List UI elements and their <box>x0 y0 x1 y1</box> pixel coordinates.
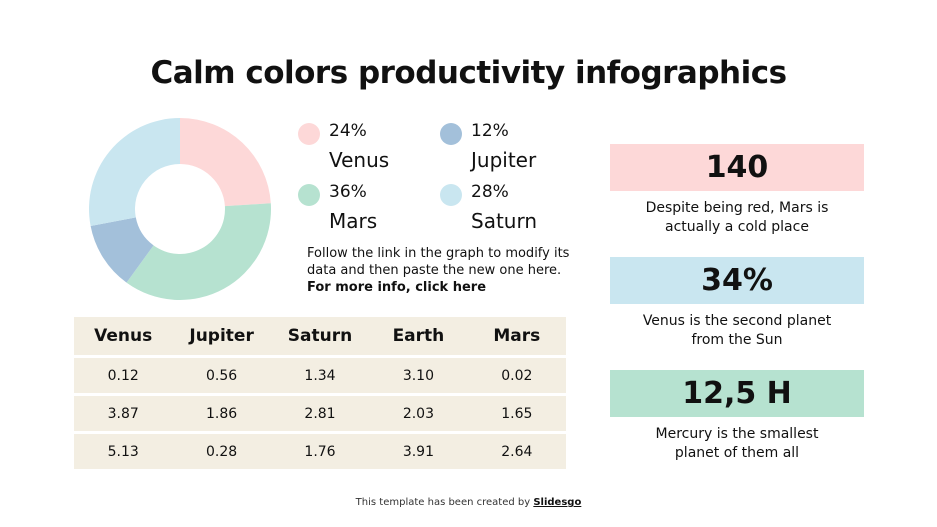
stat-value: 12,5 H <box>610 370 864 417</box>
table-cell: 0.12 <box>107 367 139 384</box>
stat-description: Venus is the second planet from the Sun <box>642 313 832 348</box>
table-cell: 3.10 <box>402 367 434 384</box>
more-info-link[interactable]: For more info, click here <box>307 280 487 295</box>
stat-card-venus: 34% Venus is the second planet from the S… <box>610 257 864 350</box>
legend-label: Jupiter <box>471 148 537 172</box>
table-row: 5.13 0.28 1.76 3.91 2.64 <box>74 434 566 469</box>
table-cell: 1.86 <box>206 405 238 422</box>
table-cell: 1.34 <box>304 367 336 384</box>
table-cell: 2.64 <box>501 443 533 460</box>
footer-credit: This template has been created by Slides… <box>355 497 582 508</box>
table-row: 3.87 1.86 2.81 2.03 1.65 <box>74 396 566 431</box>
stat-value: 140 <box>610 144 864 191</box>
table-cell: 0.02 <box>501 367 533 384</box>
donut-slice-mars[interactable] <box>126 203 272 300</box>
data-table: Venus Jupiter Saturn Earth Mars 0.12 0.5… <box>74 317 566 472</box>
legend-percent: 36% <box>329 182 367 202</box>
legend-percent: 24% <box>329 121 367 141</box>
legend-swatch-icon <box>440 123 462 145</box>
column-header: Mars <box>493 326 541 346</box>
table-cell: 0.28 <box>206 443 238 460</box>
page-title: Calm colors productivity infographics <box>150 55 787 91</box>
column-header: Jupiter <box>189 326 254 346</box>
column-header: Saturn <box>287 326 353 346</box>
table-cell: 1.76 <box>304 443 336 460</box>
donut-slice-venus[interactable] <box>180 118 271 207</box>
legend-swatch-icon <box>298 184 320 206</box>
legend-percent: 28% <box>471 182 509 202</box>
stat-description: Mercury is the smallest planet of them al… <box>655 426 819 461</box>
column-header: Earth <box>392 326 445 346</box>
stat-value: 34% <box>610 257 864 304</box>
table-cell: 2.81 <box>304 405 336 422</box>
table-row: 0.12 0.56 1.34 3.10 0.02 <box>74 358 566 393</box>
table-cell: 2.03 <box>402 405 434 422</box>
table-header-row: Venus Jupiter Saturn Earth Mars <box>74 317 566 355</box>
legend-percent: 12% <box>471 121 509 141</box>
legend-swatch-icon <box>440 184 462 206</box>
legend-label: Mars <box>329 209 378 233</box>
legend-label: Saturn <box>471 209 538 233</box>
column-header: Venus <box>94 326 153 346</box>
table-cell: 0.56 <box>206 367 238 384</box>
donut-chart[interactable] <box>88 117 272 301</box>
donut-slice-saturn[interactable] <box>88 118 180 227</box>
chart-note: Follow the link in the graph to modify i… <box>307 245 572 296</box>
note-text: Follow the link in the graph to modify i… <box>307 246 570 278</box>
table-cell: 1.65 <box>501 405 533 422</box>
stat-card-mercury: 12,5 H Mercury is the smallest planet of … <box>610 370 864 463</box>
slidesgo-link[interactable]: Slidesgo <box>533 497 582 508</box>
stat-card-mars: 140 Despite being red, Mars is actually a… <box>610 144 864 237</box>
table-cell: 3.87 <box>107 405 139 422</box>
table-cell: 3.91 <box>402 443 434 460</box>
stat-description: Despite being red, Mars is actually a col… <box>645 200 829 235</box>
table-cell: 5.13 <box>107 443 139 460</box>
legend-label: Venus <box>329 148 390 172</box>
donut-slice-jupiter[interactable] <box>90 217 154 283</box>
legend-swatch-icon <box>298 123 320 145</box>
